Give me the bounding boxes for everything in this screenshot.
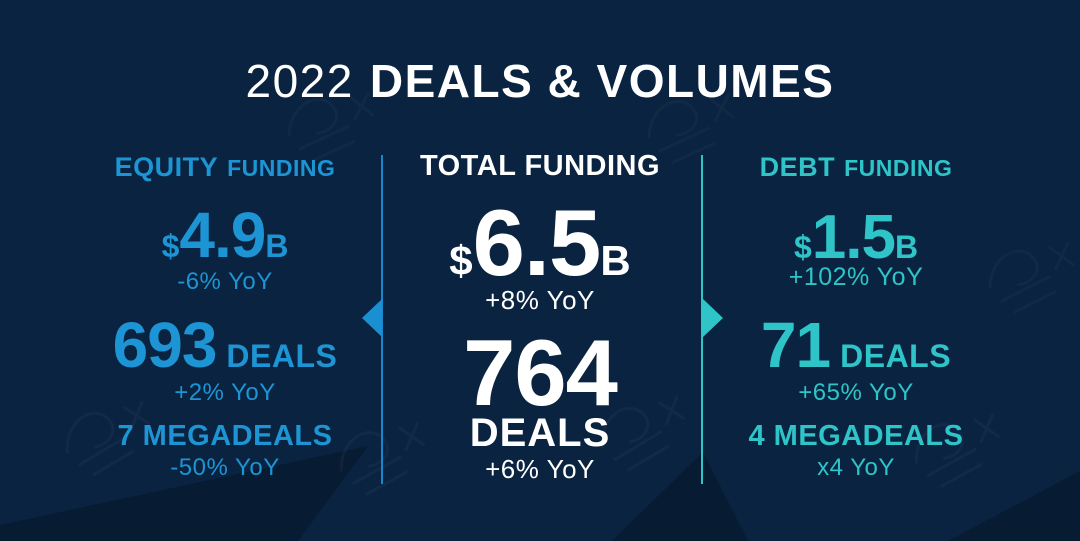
total-deals-value: 764 <box>463 320 618 425</box>
equity-funding-column: EQUITY FUNDING $4.9B -6% YoY 693 DEALS +2%… <box>60 0 390 541</box>
total-header: TOTAL FUNDING <box>419 150 661 182</box>
left-arrow-icon <box>362 299 382 337</box>
equity-deals-label: DEALS <box>226 338 338 374</box>
equity-funding-yoy: -6% YoY <box>177 268 273 295</box>
equity-megadeals: 7 MEGADEALS <box>117 420 333 452</box>
total-funding-amount: $6.5B <box>385 196 695 290</box>
debt-deals: 71 DEALS <box>700 313 1012 377</box>
divider-line-right <box>701 155 703 484</box>
debt-megadeals-yoy: x4 YoY <box>817 454 895 481</box>
debt-funding-column: DEBT FUNDING $1.5B +102% YoY 71 DEALS +65%… <box>700 0 1012 541</box>
equity-amount-value: 4.9 <box>179 199 266 271</box>
total-currency-symbol: $ <box>449 237 473 284</box>
divider-line-left <box>381 155 383 484</box>
total-funding-yoy: +8% YoY <box>485 285 595 315</box>
debt-megadeals: 4 MEGADEALS <box>748 420 964 452</box>
debt-funding-yoy: +102% YoY <box>788 263 924 291</box>
debt-amount-unit: B <box>894 229 919 265</box>
equity-deals-value: 693 <box>112 309 218 381</box>
debt-deals-label: DEALS <box>840 338 952 374</box>
debt-header-secondary: FUNDING <box>844 155 953 181</box>
total-funding-column: TOTAL FUNDING $6.5B +8% YoY 764 DEALS +6… <box>385 0 695 541</box>
equity-deals-yoy: +2% YoY <box>174 379 276 406</box>
debt-deals-value: 71 <box>760 309 831 381</box>
debt-amount-value: 1.5 <box>811 203 896 272</box>
equity-funding-amount: $4.9B <box>60 203 390 267</box>
total-amount-value: 6.5 <box>472 190 602 295</box>
equity-currency-symbol: $ <box>161 228 180 264</box>
debt-header: DEBT FUNDING <box>700 154 1012 181</box>
debt-currency-symbol: $ <box>793 229 812 265</box>
total-deals-yoy: +6% YoY <box>485 454 595 484</box>
equity-amount-unit: B <box>265 228 289 264</box>
total-deals-label: DEALS <box>469 411 611 455</box>
title-main: DEALS & VOLUMES <box>369 55 835 107</box>
page-title: 2022 DEALS & VOLUMES <box>0 58 1080 104</box>
debt-deals-yoy: +65% YoY <box>798 379 914 406</box>
equity-header: EQUITY FUNDING <box>60 154 390 181</box>
equity-header-primary: EQUITY <box>114 152 219 182</box>
title-year: 2022 <box>245 55 354 107</box>
total-amount-unit: B <box>600 237 631 284</box>
debt-funding-amount: $1.5B <box>700 207 1012 269</box>
equity-deals: 693 DEALS <box>60 313 390 377</box>
right-arrow-icon <box>703 299 723 337</box>
equity-megadeals-yoy: -50% YoY <box>170 454 280 481</box>
equity-header-secondary: FUNDING <box>227 155 336 181</box>
debt-header-primary: DEBT <box>759 152 836 182</box>
